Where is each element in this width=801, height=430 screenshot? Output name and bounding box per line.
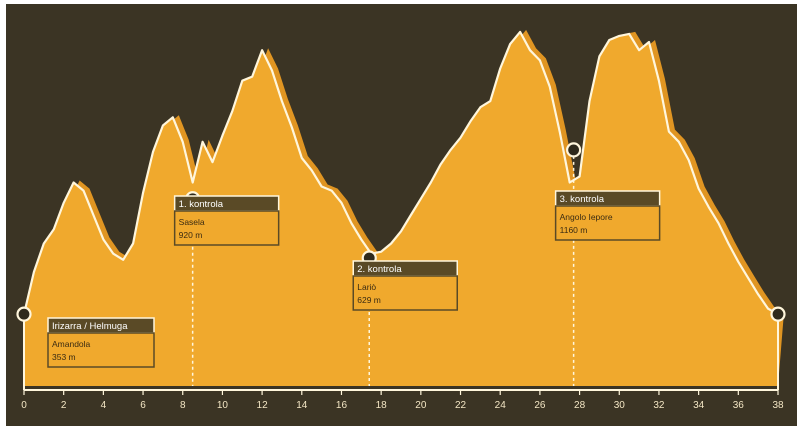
checkpoint-label-box: 1. kontrola Sasela 920 m xyxy=(173,195,280,246)
checkpoint-elevation: 353 m xyxy=(52,352,76,362)
x-tick-label: 24 xyxy=(495,400,507,411)
checkpoint-elevation: 629 m xyxy=(357,295,381,305)
checkpoint-place: Lariò xyxy=(357,282,376,292)
x-tick-label: 30 xyxy=(614,400,626,411)
x-tick-label: 22 xyxy=(455,400,467,411)
elevation-area xyxy=(24,31,778,387)
x-tick-label: 16 xyxy=(336,400,348,411)
x-tick-label: 38 xyxy=(772,400,784,411)
checkpoint-info-body xyxy=(352,275,459,311)
checkpoint-place: Amandola xyxy=(52,339,91,349)
checkpoint-title: Irizarra / Helmuga xyxy=(52,321,128,332)
checkpoint-marker[interactable] xyxy=(16,306,32,322)
checkpoint-marker[interactable] xyxy=(770,306,786,322)
x-tick-label: 2 xyxy=(61,400,67,411)
elevation-line xyxy=(22,30,779,316)
x-tick-label: 10 xyxy=(217,400,229,411)
x-tick-label: 12 xyxy=(257,400,269,411)
x-tick-label: 36 xyxy=(733,400,745,411)
x-tick-label: 6 xyxy=(140,400,146,411)
checkpoint-label-box: 2. kontrola Lariò 629 m xyxy=(352,260,459,311)
x-tick-label: 26 xyxy=(534,400,546,411)
x-tick-label: 32 xyxy=(653,400,665,411)
x-tick-label: 14 xyxy=(296,400,308,411)
checkpoint-marker[interactable] xyxy=(566,142,582,158)
checkpoint-title: 2. kontrola xyxy=(357,264,402,275)
checkpoint-place: Sasela xyxy=(179,217,205,227)
checkpoint-label-box: 3. kontrola Angolo Iepore 1160 m xyxy=(554,190,661,241)
checkpoint-info-body xyxy=(47,332,155,368)
checkpoint-info-body xyxy=(554,205,661,241)
x-tick-label: 4 xyxy=(101,400,107,411)
x-tick-label: 8 xyxy=(180,400,186,411)
checkpoint-elevation: 920 m xyxy=(179,230,203,240)
x-tick-label: 28 xyxy=(574,400,586,411)
x-tick-label: 18 xyxy=(376,400,388,411)
checkpoint-elevation: 1160 m xyxy=(560,225,588,235)
checkpoint-title: 3. kontrola xyxy=(560,194,605,205)
x-tick-label: 20 xyxy=(415,400,427,411)
checkpoint-title: 1. kontrola xyxy=(179,199,224,210)
x-tick-label: 34 xyxy=(693,400,705,411)
checkpoint-label-box: Irizarra / Helmuga Amandola 353 m xyxy=(47,317,155,368)
checkpoint-place: Angolo Iepore xyxy=(560,212,613,222)
checkpoint-info-body xyxy=(173,210,280,246)
x-tick-label: 0 xyxy=(21,400,27,411)
